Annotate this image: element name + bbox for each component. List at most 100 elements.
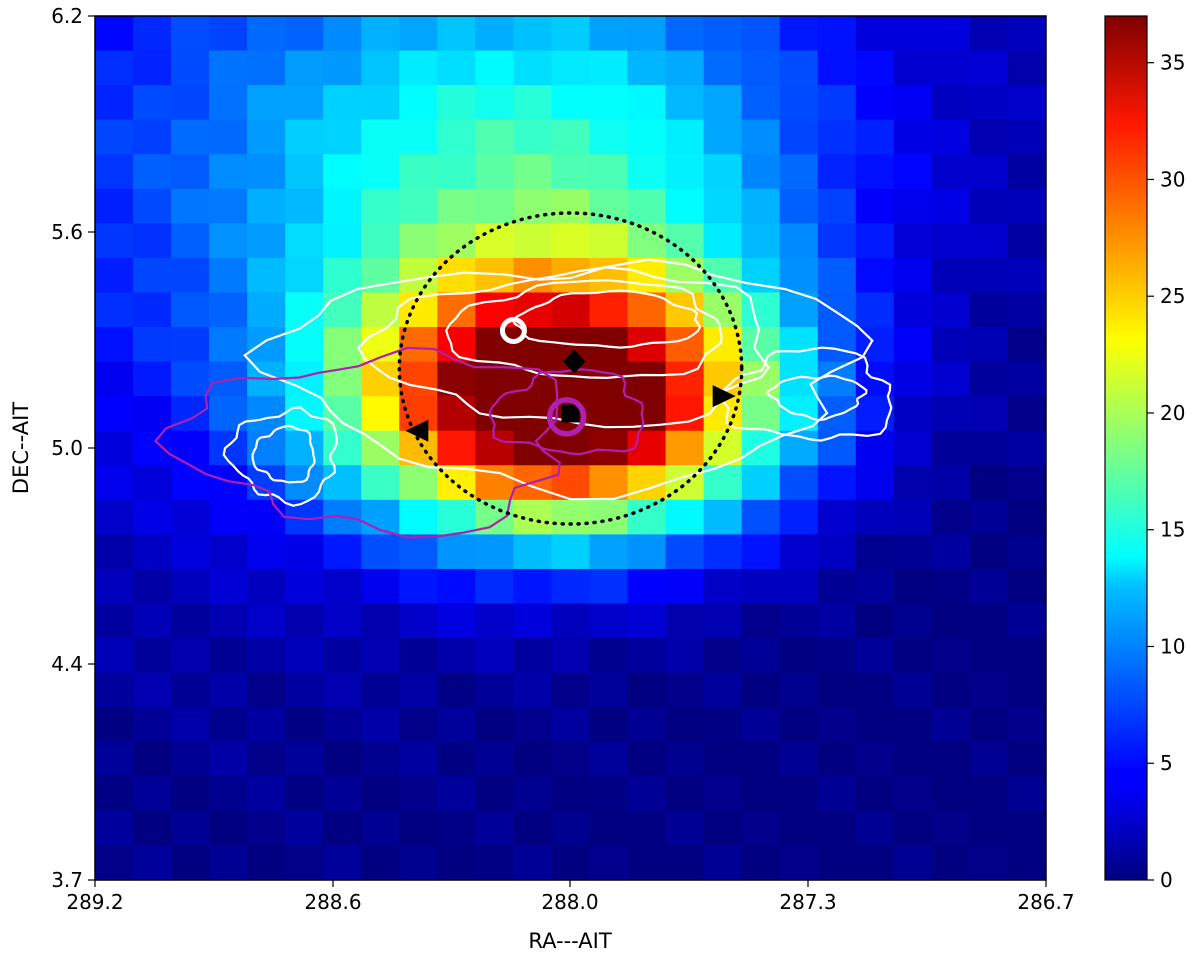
heatmap-cell — [589, 776, 629, 812]
heatmap-cell — [589, 845, 629, 880]
heatmap-cell — [779, 119, 819, 155]
heatmap-cell — [1007, 810, 1046, 847]
heatmap-cell — [399, 16, 438, 52]
heatmap-cell — [247, 257, 286, 294]
heatmap-cell — [589, 223, 629, 259]
heatmap-cell — [285, 50, 324, 86]
heatmap-cell — [589, 707, 629, 743]
heatmap-cell — [779, 603, 819, 639]
heatmap-cell — [437, 50, 476, 86]
heatmap-cell — [399, 257, 438, 294]
y-axis-ticks: 6.2 5.6 5.0 4.4 3.7 — [51, 4, 95, 892]
heatmap-cell — [779, 50, 819, 86]
heatmap-cell — [741, 361, 781, 397]
heatmap-cell — [551, 638, 591, 674]
heatmap-cell — [95, 119, 134, 155]
heatmap-cell — [931, 327, 971, 363]
heatmap-cell — [855, 776, 895, 812]
heatmap-cell — [665, 845, 705, 880]
heatmap-cell — [703, 776, 743, 812]
heatmap-cell — [247, 672, 286, 708]
heatmap-cell — [475, 534, 515, 570]
heatmap-cell — [855, 188, 895, 224]
heatmap-cell — [171, 810, 210, 847]
heatmap-cell — [551, 154, 591, 190]
heatmap-cell — [893, 257, 933, 294]
heatmap-cell — [855, 16, 895, 52]
colorbar-gradient — [1105, 16, 1147, 880]
y-tick-label: 6.2 — [51, 4, 83, 28]
heatmap-cell — [209, 638, 248, 674]
heatmap-cell — [95, 430, 134, 466]
heatmap-cell — [817, 707, 857, 743]
heatmap-cell — [513, 16, 553, 52]
heatmap-cell — [133, 223, 172, 259]
heatmap-cell — [209, 568, 248, 605]
heatmap-cell — [703, 672, 743, 708]
heatmap-cell — [247, 568, 286, 605]
heatmap-cell — [665, 188, 705, 224]
heatmap-cell — [323, 396, 362, 432]
heatmap-cell — [855, 603, 895, 639]
y-tick-label: 4.4 — [51, 652, 83, 676]
heatmap-cell — [817, 50, 857, 86]
heatmap-cell — [703, 85, 743, 121]
heatmap-cell — [171, 361, 210, 397]
heatmap-cell — [589, 154, 629, 190]
heatmap-cell — [95, 292, 134, 328]
heatmap-cell — [969, 845, 1009, 880]
heatmap-cell — [133, 85, 172, 121]
heatmap-cell — [855, 672, 895, 708]
white-contour — [357, 266, 771, 429]
heatmap-cell — [855, 568, 895, 605]
heatmap-cell — [171, 327, 210, 363]
heatmap-cell — [513, 776, 553, 812]
heatmap-cell — [171, 430, 210, 466]
heatmap-cell — [475, 223, 515, 259]
heatmap-cell — [741, 465, 781, 501]
heatmap-cell — [665, 50, 705, 86]
heatmap-cell — [855, 845, 895, 880]
heatmap-cell — [247, 154, 286, 190]
heatmap-cell — [741, 85, 781, 121]
heatmap-cell — [247, 85, 286, 121]
heatmap-cell — [209, 810, 248, 847]
heatmap-cell — [589, 603, 629, 639]
heatmap-cell — [589, 85, 629, 121]
heatmap-cell — [931, 568, 971, 605]
heatmap-cell — [399, 223, 438, 259]
heatmap-cell — [779, 707, 819, 743]
heatmap-cell — [133, 154, 172, 190]
heatmap-cell — [969, 119, 1009, 155]
heatmap-cell — [779, 327, 819, 363]
y-tick-label: 5.0 — [51, 436, 83, 460]
heatmap-cell — [931, 257, 971, 294]
heatmap-cell — [969, 50, 1009, 86]
heatmap-cell — [931, 810, 971, 847]
heatmap-cell — [627, 361, 667, 397]
x-tick-label: 288.0 — [541, 890, 598, 914]
heatmap-cell — [95, 16, 134, 52]
heatmap-cell — [741, 638, 781, 674]
heatmap-cell — [779, 776, 819, 812]
white-contour — [251, 424, 316, 484]
heatmap-cell — [817, 327, 857, 363]
heatmap-cell — [285, 845, 324, 880]
magenta-contour — [488, 368, 645, 456]
heatmap-cell — [969, 465, 1009, 501]
heatmap-cell — [665, 327, 705, 363]
heatmap-cell — [437, 638, 476, 674]
x-tick-label: 288.6 — [304, 890, 361, 914]
source-markers — [397, 211, 744, 526]
heatmap-cell — [741, 223, 781, 259]
heatmap-cell — [399, 741, 438, 777]
heatmap-cell — [133, 430, 172, 466]
heatmap-cell — [399, 188, 438, 224]
heatmap-cell — [703, 188, 743, 224]
heatmap-cell — [855, 638, 895, 674]
heatmap-cell — [513, 85, 553, 121]
heatmap-cell — [817, 741, 857, 777]
heatmap-cell — [969, 16, 1009, 52]
heatmap-cell — [741, 499, 781, 535]
heatmap-cell — [665, 154, 705, 190]
